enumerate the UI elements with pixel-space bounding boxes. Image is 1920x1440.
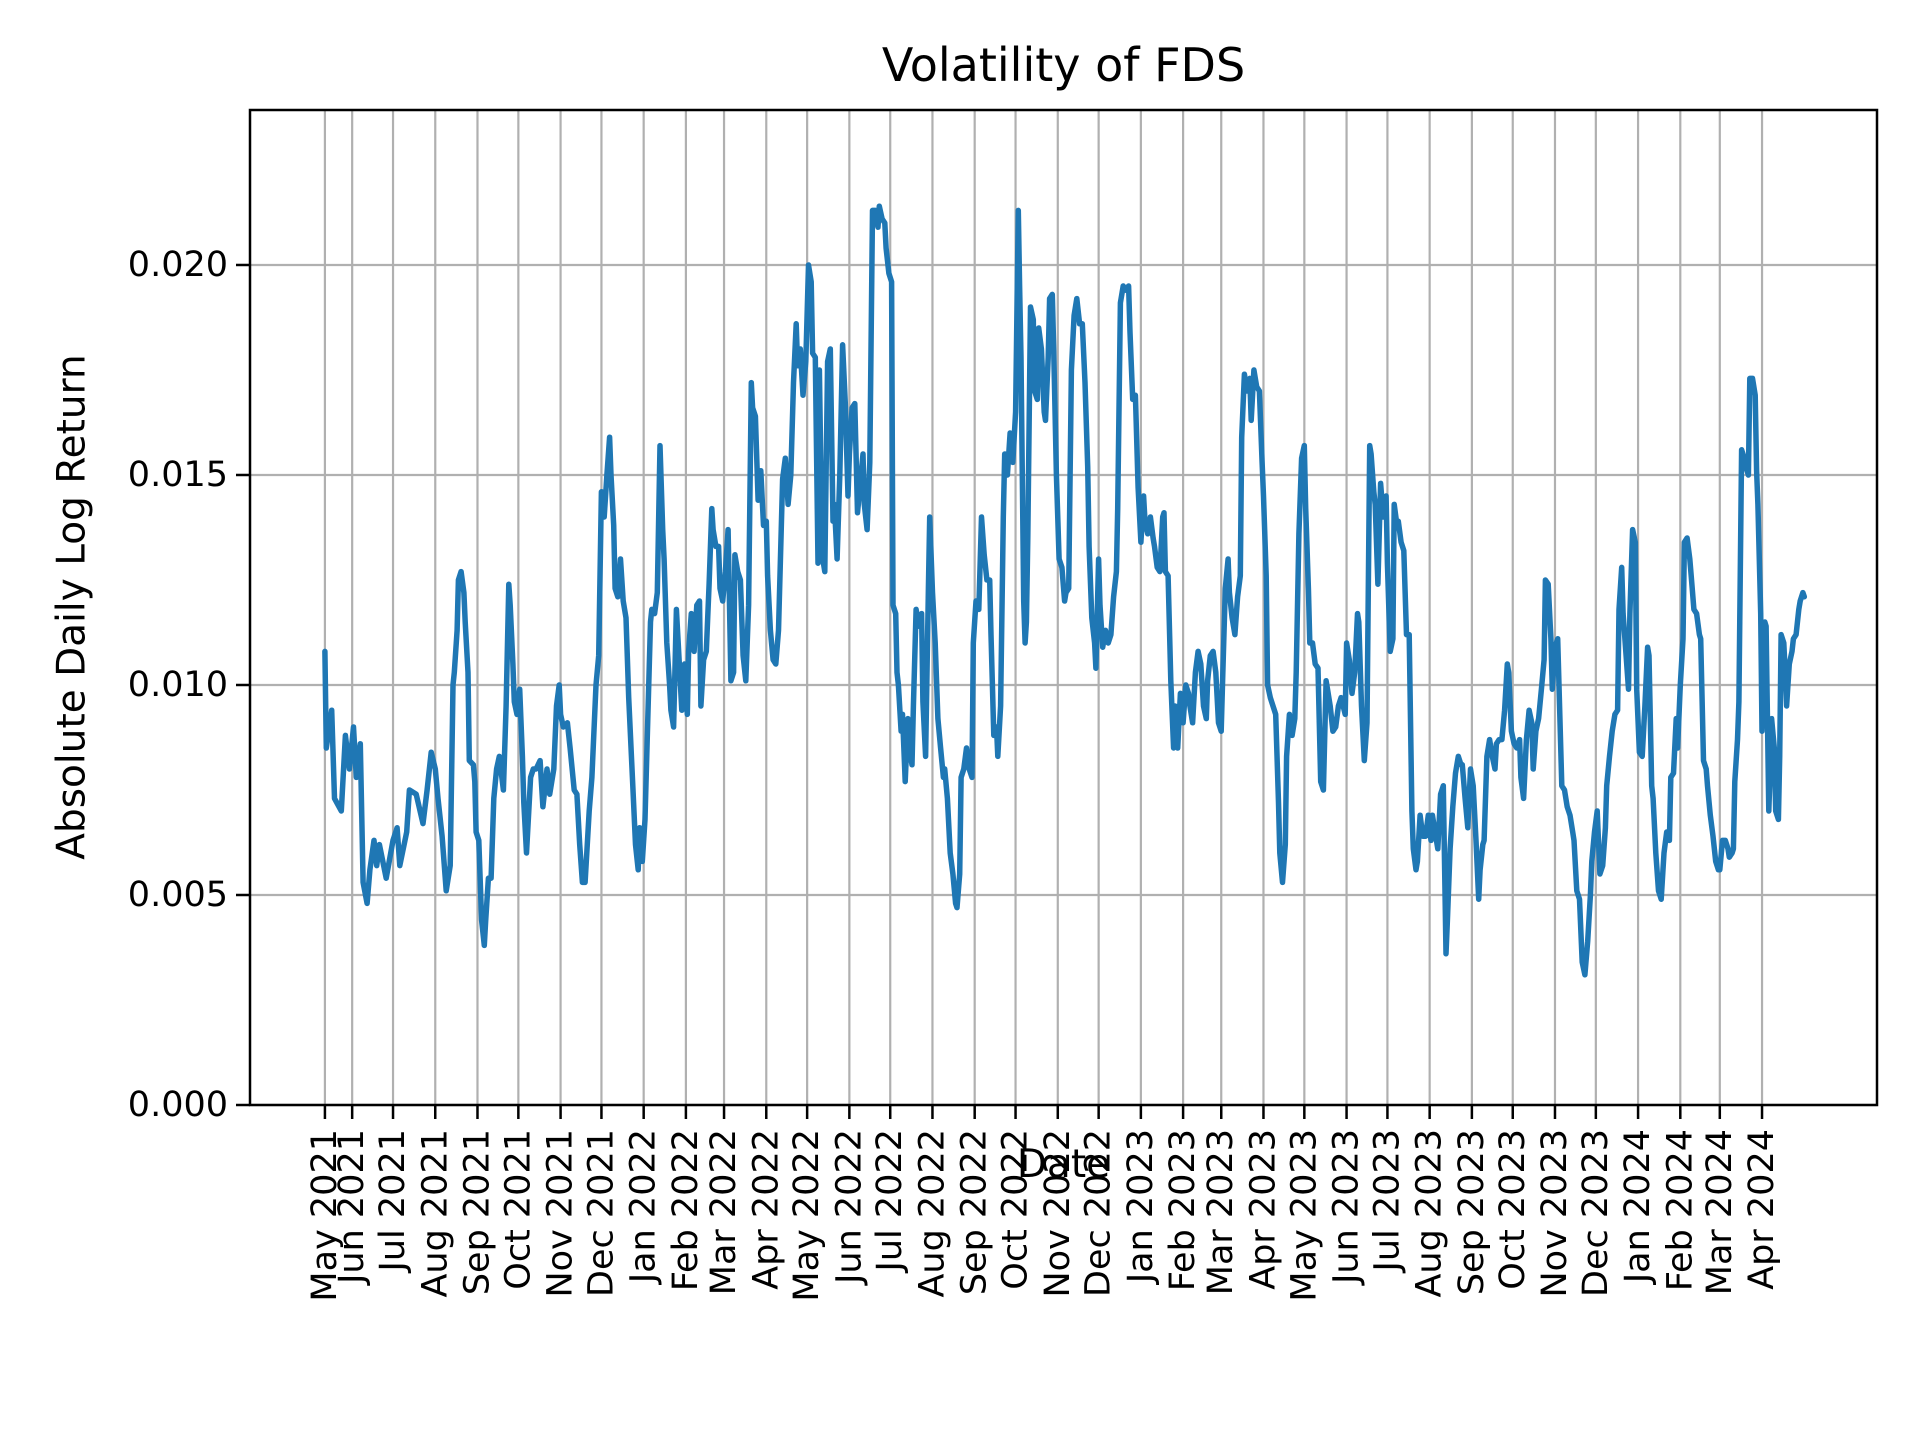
- chart-title: Volatility of FDS: [881, 38, 1246, 92]
- x-tick-label: Oct 2022: [996, 1129, 1036, 1290]
- y-tick-label: 0.010: [128, 665, 228, 705]
- x-tick-label: Aug 2021: [415, 1129, 455, 1298]
- x-tick-label: Dec 2021: [581, 1129, 621, 1297]
- y-tick-label: 0.020: [128, 245, 228, 285]
- x-tick-label: Aug 2022: [912, 1129, 952, 1298]
- x-tick-label: Jan 2023: [1121, 1129, 1161, 1285]
- x-tick-label: May 2021: [305, 1129, 345, 1302]
- x-tick-label: Nov 2021: [541, 1129, 581, 1298]
- x-tick-label: Mar 2023: [1201, 1129, 1241, 1295]
- x-tick-label: Jan 2024: [1618, 1129, 1658, 1285]
- x-tick-label: Jan 2022: [624, 1129, 664, 1285]
- x-tick-label: Mar 2022: [704, 1129, 744, 1295]
- x-tick-label: Nov 2022: [1038, 1129, 1078, 1298]
- data-line: [322, 203, 1808, 978]
- x-tick-label: Feb 2024: [1660, 1129, 1700, 1291]
- x-tick-label: Apr 2023: [1243, 1129, 1283, 1290]
- y-tick-label: 0.005: [128, 875, 228, 915]
- y-axis-label: Absolute Daily Log Return: [49, 354, 95, 860]
- y-tick-label: 0.015: [128, 455, 228, 495]
- x-tick-label: Oct 2021: [498, 1129, 538, 1290]
- x-axis-label: Date: [1016, 1142, 1111, 1187]
- x-tick-label: Jun 2023: [1327, 1129, 1367, 1286]
- x-tick-label: Feb 2022: [666, 1129, 706, 1291]
- x-tick-label: Dec 2022: [1079, 1129, 1119, 1297]
- x-tick-label: Apr 2022: [746, 1129, 786, 1290]
- x-tick-label: Jul 2022: [870, 1129, 910, 1273]
- x-tick-label: Sep 2022: [955, 1129, 995, 1295]
- x-tick-label: Nov 2023: [1535, 1129, 1575, 1298]
- x-tick-label: Jun 2021: [332, 1129, 372, 1286]
- y-tick-label: 0.000: [128, 1085, 228, 1125]
- x-tick-label: Aug 2023: [1410, 1129, 1450, 1298]
- x-tick-label: Jun 2022: [829, 1129, 869, 1286]
- x-tick-label: May 2022: [787, 1129, 827, 1302]
- x-tick-label: Jul 2021: [373, 1129, 413, 1273]
- x-tick-label: Apr 2024: [1742, 1129, 1782, 1290]
- x-tick-label: Feb 2023: [1163, 1129, 1203, 1291]
- x-tick-label: May 2023: [1284, 1129, 1324, 1302]
- x-tick-label: Jul 2023: [1367, 1129, 1407, 1273]
- x-tick-label: Sep 2023: [1452, 1129, 1492, 1295]
- x-tick-label: Dec 2023: [1576, 1129, 1616, 1297]
- x-tick-label: Sep 2021: [457, 1129, 497, 1295]
- plot-border: [248, 108, 1879, 1107]
- x-tick-label: Mar 2024: [1700, 1129, 1740, 1295]
- x-tick-label: Oct 2023: [1493, 1129, 1533, 1290]
